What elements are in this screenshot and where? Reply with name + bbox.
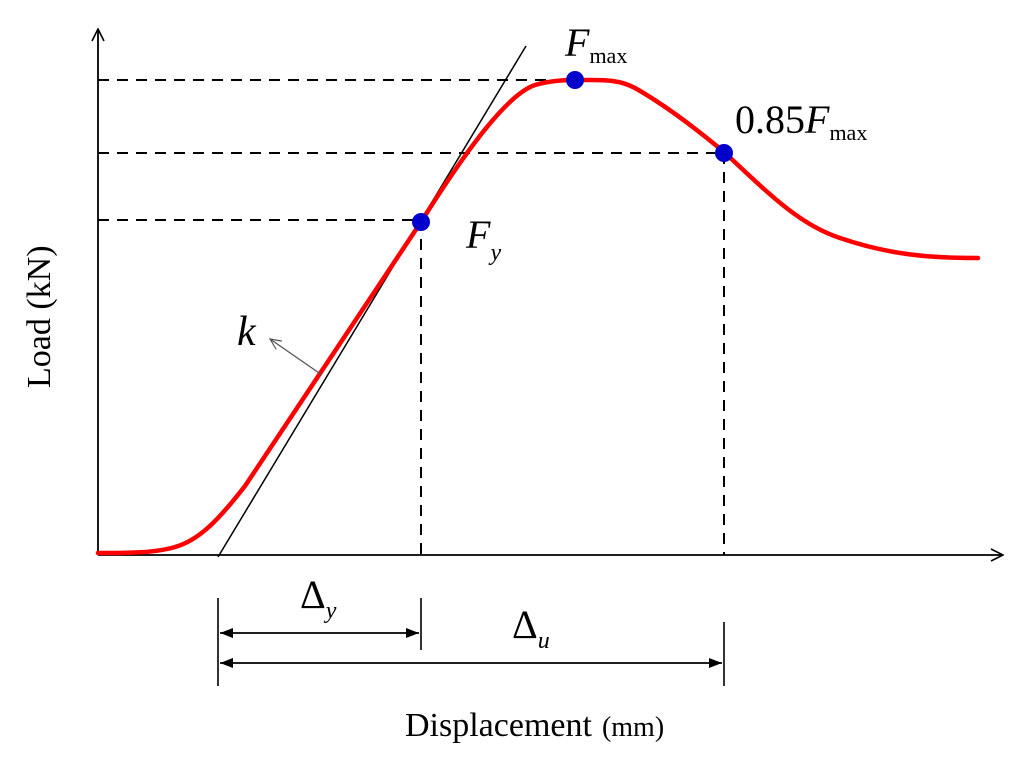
fmax-point	[566, 71, 584, 89]
stiffness-line	[217, 45, 527, 558]
fy-point	[412, 213, 430, 231]
k-label: k	[237, 309, 257, 355]
delta-y-label: Δy	[300, 572, 337, 624]
fmax-label: Fmax	[564, 20, 627, 68]
delta-u-label: Δu	[512, 602, 550, 654]
f085-label: 0.85Fmax	[735, 97, 867, 145]
f085-point	[715, 144, 733, 162]
y-axis-title: Load (kN)	[21, 245, 58, 388]
fy-label: Fy	[465, 212, 501, 266]
k-pointer-arrow-icon	[268, 338, 323, 376]
x-axis-title: Displacement (mm)	[405, 707, 664, 744]
load-displacement-curve	[95, 77, 981, 556]
